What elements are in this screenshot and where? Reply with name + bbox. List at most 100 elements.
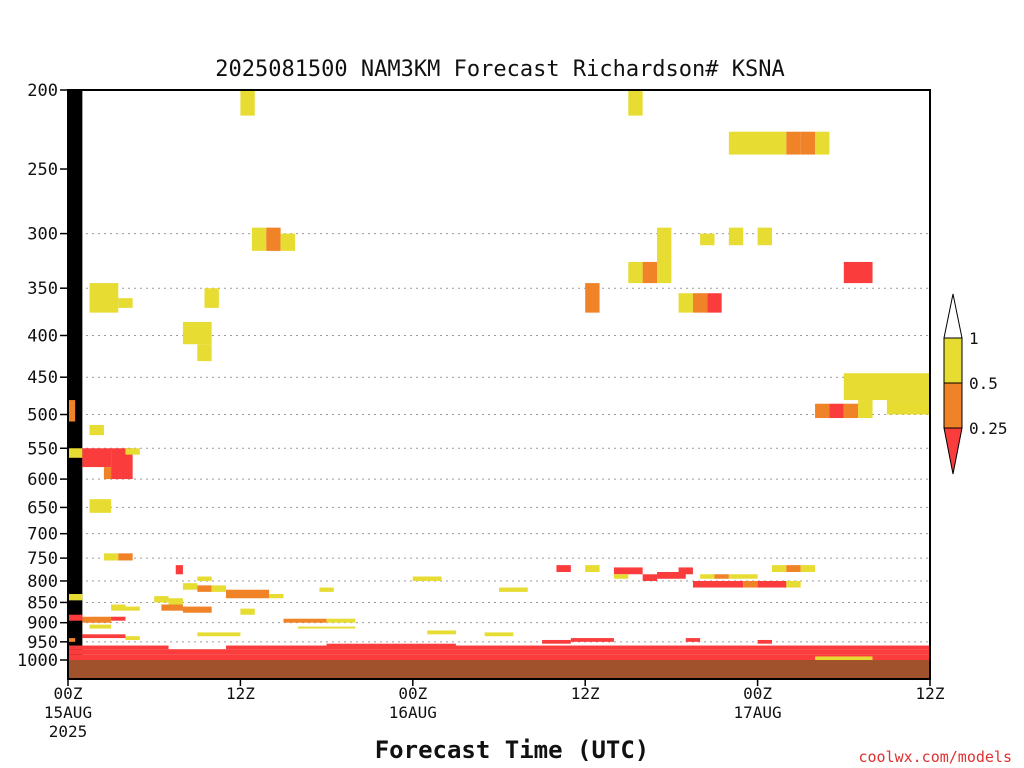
ri-cell [757,580,787,588]
ri-cell [197,576,212,581]
colorbar-legend: 1 0.5 0.25 [943,293,1008,475]
ri-cell [269,594,284,599]
ri-cell [204,288,219,308]
ri-cell [815,403,830,419]
ri-cell [800,565,816,573]
ri-cell [266,227,281,251]
ri-cell [240,90,255,116]
y-tick-label: 900 [27,614,58,634]
ri-cell [728,227,744,246]
y-tick-label: 250 [27,160,58,180]
ri-cell [111,604,126,611]
credit-text[interactable]: coolwx.com/models [858,748,1012,766]
ri-cell [692,580,744,588]
ri-cell [886,400,930,415]
ri-cell [103,467,112,480]
ri-cell [68,638,76,642]
ri-cell [182,583,198,590]
x-tick-label: 15AUG [44,703,92,722]
ri-cell [103,553,119,561]
ri-cell [786,580,801,588]
ri-cell [829,403,844,419]
y-tick-label: 800 [27,572,58,592]
ri-cell [240,608,255,615]
legend-swatch-bottom [943,427,963,475]
ri-cell [226,589,270,599]
ri-cell [714,574,729,579]
ri-cell [843,403,859,419]
ri-cell [585,565,600,573]
ri-cell [484,632,514,637]
legend-label: 0.5 [969,374,998,393]
y-tick-label: 350 [27,279,58,299]
ri-cell [843,261,873,284]
ri-cell [297,626,356,629]
ri-cell [68,645,169,650]
ri-cell [68,614,83,621]
y-tick-label: 600 [27,470,58,490]
ri-cell [89,624,112,629]
ground-band [68,660,930,679]
ri-cell [412,576,442,581]
ri-cell [642,261,658,284]
ri-cell [280,233,295,251]
ri-cell [800,131,816,155]
y-tick-label: 450 [27,368,58,388]
legend-label: 0.25 [969,419,1008,438]
ri-cell [678,567,693,575]
plot-frame [67,89,931,680]
ri-cell [68,649,930,655]
ri-cell [757,227,772,246]
ri-cell [728,574,758,579]
ri-cell [68,448,83,458]
ri-cell [657,227,672,284]
y-tick-label: 200 [27,81,58,101]
ri-cell [125,606,140,611]
ri-cell [175,565,183,575]
ri-cell [858,400,873,415]
ri-cell [211,585,227,592]
ri-cell [197,632,241,637]
ri-cell [326,618,356,623]
ri-cell [89,283,119,313]
ri-cell [613,567,643,575]
ri-cell [815,131,830,155]
ri-cell [815,656,873,660]
ri-cell [125,448,140,455]
ri-cell [728,131,787,155]
ri-cell [642,574,658,581]
legend-swatch-top [943,293,963,339]
ri-cell [570,638,614,642]
ri-cell [657,572,686,579]
data-cells [68,90,931,679]
ri-cell [843,373,930,401]
ri-cell [757,639,772,644]
ri-cell [499,587,528,592]
ri-cell [197,344,212,362]
ri-cell [692,293,708,313]
x-tick-label: 16AUG [389,703,437,722]
ri-cell [68,594,83,601]
ri-cell [82,448,112,468]
ri-cell [118,553,133,561]
ri-cell [251,227,267,251]
ri-cell [886,656,916,660]
y-tick-label: 700 [27,525,58,545]
ri-cell [161,604,183,611]
y-tick-label: 1000 [17,651,58,671]
x-tick-label: 17AUG [734,703,782,722]
ri-cell [319,587,334,592]
y-tick-label: 400 [27,326,58,346]
ri-cell [82,616,112,623]
x-tick-label: 2025 [49,722,88,741]
y-tick-label: 300 [27,225,58,245]
ri-cell [168,598,183,605]
ri-cell [283,618,327,623]
y-tick-label: 650 [27,498,58,518]
ri-cell [542,639,571,644]
ri-cell [556,565,571,573]
ri-cell [743,580,758,588]
ri-cell [700,233,715,246]
